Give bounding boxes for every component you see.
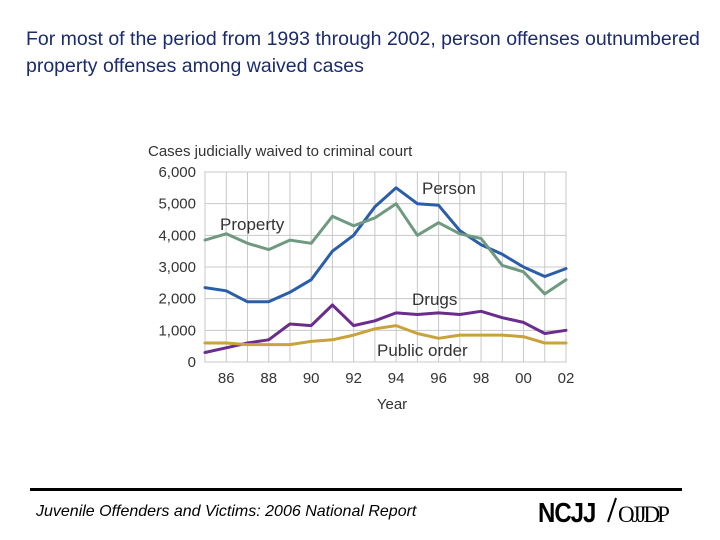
x-tick-label: 90 [303, 370, 320, 387]
x-tick-label: 96 [430, 370, 447, 387]
y-tick-label: 1,000 [158, 322, 196, 339]
y-tick-label: 6,000 [158, 164, 196, 181]
y-tick-label: 5,000 [158, 196, 196, 213]
y-tick-label: 4,000 [158, 227, 196, 244]
y-tick-label: 2,000 [158, 291, 196, 308]
series-line-person [203, 186, 568, 304]
series-label-person: Person [422, 179, 476, 198]
logo-slash [607, 497, 617, 523]
x-tick-label: 02 [558, 370, 575, 387]
ncjj-logo: NCJJ [538, 498, 595, 528]
y-tick-label: 0 [188, 354, 196, 371]
footer-logos: NCJJ OJJDP [538, 497, 672, 528]
footer-report-title: Juvenile Offenders and Victims: 2006 Nat… [36, 503, 417, 520]
x-tick-label: 98 [473, 370, 490, 387]
x-tick-label: 00 [515, 370, 532, 387]
x-tick-label: 86 [218, 370, 235, 387]
series-label-public-order: Public order [377, 341, 468, 360]
chart-title: Cases judicially waived to criminal cour… [148, 143, 413, 160]
slide-title: For most of the period from 1993 through… [26, 28, 700, 77]
x-tick-label: 88 [260, 370, 277, 387]
series-line-property [203, 202, 568, 296]
series-label-property: Property [220, 215, 285, 234]
series-line-public-order [203, 324, 568, 347]
footer-divider [30, 488, 682, 491]
line-chart: Cases judicially waived to criminal cour… [148, 143, 575, 413]
series-line-drugs [203, 303, 568, 354]
x-tick-label: 94 [388, 370, 405, 387]
x-tick-label: 92 [345, 370, 362, 387]
x-axis-label: Year [377, 396, 407, 413]
ojjdp-logo: OJJDP [618, 502, 669, 527]
series-label-drugs: Drugs [412, 290, 457, 309]
y-tick-label: 3,000 [158, 259, 196, 276]
